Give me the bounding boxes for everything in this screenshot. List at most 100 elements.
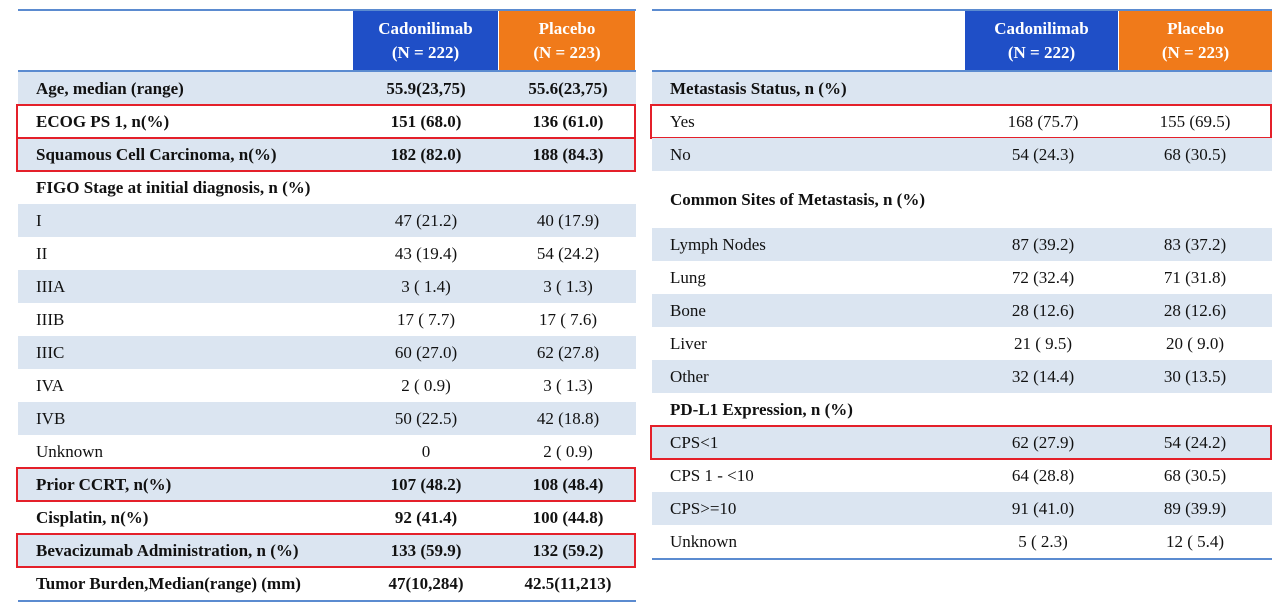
table-row: Liver 21 ( 9.5) 20 ( 9.0) — [652, 327, 1272, 360]
table-row: Unknown 5 ( 2.3) 12 ( 5.4) — [652, 525, 1272, 558]
row-label: No — [670, 144, 691, 164]
baseline-table-right: Cadonilimab (N = 222) Placebo (N = 223) Meta… — [650, 9, 1272, 560]
table-row: PD-L1 Expression, n (%) — [652, 393, 1272, 426]
row-label: II — [36, 243, 48, 263]
cadonilimab-value: 43 (19.4) — [394, 243, 458, 263]
row-label: CPS<1 — [670, 432, 719, 452]
placebo-value: 100 (44.8) — [532, 507, 604, 527]
table-row: Age, median (range) 55.9(23,75) 55.6(23,75… — [18, 72, 636, 105]
cadonilimab-value: 55.9(23,75) — [386, 78, 466, 98]
placebo-value: 188 (84.3) — [532, 144, 604, 164]
cadonilimab-value: 133 (59.9) — [390, 540, 462, 560]
table-row: CPS>=10 91 (41.0) 89 (39.9) — [652, 492, 1272, 525]
cadonilimab-column-header: Cadonilimab (N = 222) — [353, 11, 498, 70]
cadonilimab-value: 87 (39.2) — [1011, 234, 1075, 254]
arm-count: (N = 222) — [1007, 42, 1076, 62]
placebo-value: 17 ( 7.6) — [538, 309, 598, 329]
placebo-value: 136 (61.0) — [532, 111, 604, 131]
row-label: IIIA — [36, 276, 66, 296]
table-row: Tumor Burden,Median(range) (mm) 47(10,284… — [18, 567, 636, 600]
placebo-value: 132 (59.2) — [532, 540, 604, 560]
placebo-value: 42.5(11,213) — [524, 573, 612, 593]
table-row: Unknown 0 2 ( 0.9) — [18, 435, 636, 468]
cadonilimab-value: 2 ( 0.9) — [401, 375, 451, 395]
header-rule — [652, 70, 1272, 72]
table-row: IIIB 17 ( 7.7) 17 ( 7.6) — [18, 303, 636, 336]
cadonilimab-value: 47 (21.2) — [394, 210, 458, 230]
table-top-rule — [652, 9, 1272, 11]
placebo-value: 54 (24.2) — [536, 243, 600, 263]
placebo-value: 83 (37.2) — [1163, 234, 1227, 254]
cadonilimab-value: 60 (27.0) — [394, 342, 458, 362]
cadonilimab-value: 168 (75.7) — [1007, 111, 1079, 131]
cadonilimab-value: 72 (32.4) — [1011, 267, 1075, 287]
placebo-column-header: Placebo (N = 223) — [1119, 11, 1272, 70]
placebo-value: 54 (24.2) — [1163, 432, 1227, 452]
table-top-rule — [18, 9, 636, 11]
header-rule — [18, 70, 636, 72]
placebo-value: 3 ( 1.3) — [543, 276, 593, 296]
table-row: Bevacizumab Administration, n (%) 133 (59… — [18, 534, 636, 567]
table-body: Metastasis Status, n (%) Yes 168 (75.7) 155… — [650, 72, 1272, 558]
placebo-value: 3 ( 1.3) — [543, 375, 593, 395]
table-header: Cadonilimab (N = 222) Placebo (N = 223) — [18, 11, 636, 70]
cadonilimab-value: 62 (27.9) — [1011, 432, 1075, 452]
arm-name: Placebo — [1167, 18, 1224, 38]
cadonilimab-value: 17 ( 7.7) — [396, 309, 456, 329]
table-header: Cadonilimab (N = 222) Placebo (N = 223) — [652, 11, 1272, 70]
cadonilimab-value: 47(10,284) — [388, 573, 464, 593]
row-label: Unknown — [670, 531, 738, 551]
placebo-value: 68 (30.5) — [1163, 144, 1227, 164]
cadonilimab-value: 107 (48.2) — [390, 474, 462, 494]
table-row: Cisplatin, n(%) 92 (41.4) 100 (44.8) — [18, 501, 636, 534]
row-label: Squamous Cell Carcinoma, n(%) — [36, 144, 277, 164]
cadonilimab-value: 50 (22.5) — [394, 408, 458, 428]
row-label: Lymph Nodes — [670, 234, 766, 254]
cadonilimab-value: 182 (82.0) — [390, 144, 462, 164]
row-label: Bevacizumab Administration, n (%) — [36, 540, 299, 560]
table-row: Lymph Nodes 87 (39.2) 83 (37.2) — [652, 228, 1272, 261]
cadonilimab-value: 64 (28.8) — [1011, 465, 1075, 485]
table-row: Bone 28 (12.6) 28 (12.6) — [652, 294, 1272, 327]
row-label: IVB — [36, 408, 66, 428]
table-row: CPS 1 - <10 64 (28.8) 68 (30.5) — [652, 459, 1272, 492]
row-label: Lung — [670, 267, 706, 287]
arm-count: (N = 223) — [1161, 42, 1230, 62]
cadonilimab-value: 92 (41.4) — [394, 507, 458, 527]
arm-count: (N = 223) — [533, 42, 601, 62]
row-label: Liver — [670, 333, 707, 353]
cadonilimab-value: 21 ( 9.5) — [1013, 333, 1073, 353]
table-row: IIIC 60 (27.0) 62 (27.8) — [18, 336, 636, 369]
cadonilimab-column-header: Cadonilimab (N = 222) — [965, 11, 1118, 70]
table-row: I 47 (21.2) 40 (17.9) — [18, 204, 636, 237]
row-label: Metastasis Status, n (%) — [670, 78, 847, 98]
arm-name: Cadonilimab — [994, 18, 1089, 38]
placebo-column-header: Placebo (N = 223) — [499, 11, 635, 70]
table-row: Prior CCRT, n(%) 107 (48.2) 108 (48.4) — [18, 468, 636, 501]
placebo-value: 62 (27.8) — [536, 342, 600, 362]
cadonilimab-value: 91 (41.0) — [1011, 498, 1075, 518]
table-row: IVB 50 (22.5) 42 (18.8) — [18, 402, 636, 435]
row-label: PD-L1 Expression, n (%) — [670, 399, 853, 419]
placebo-value: 20 ( 9.0) — [1165, 333, 1225, 353]
cadonilimab-value: 28 (12.6) — [1011, 300, 1075, 320]
row-label: IIIC — [36, 342, 65, 362]
row-label: ECOG PS 1, n(%) — [36, 111, 170, 131]
cadonilimab-value: 0 — [421, 441, 431, 461]
placebo-value: 28 (12.6) — [1163, 300, 1227, 320]
table-row: FIGO Stage at initial diagnosis, n (%) — [18, 171, 636, 204]
arm-count: (N = 222) — [391, 42, 460, 62]
table-row: II 43 (19.4) 54 (24.2) — [18, 237, 636, 270]
table-row: CPS<1 62 (27.9) 54 (24.2) — [652, 426, 1272, 459]
row-label: Cisplatin, n(%) — [36, 507, 149, 527]
placebo-value: 42 (18.8) — [536, 408, 600, 428]
cadonilimab-value: 151 (68.0) — [390, 111, 462, 131]
cadonilimab-value: 5 ( 2.3) — [1018, 531, 1068, 551]
placebo-value: 155 (69.5) — [1159, 111, 1231, 131]
table-row: ECOG PS 1, n(%) 151 (68.0) 136 (61.0) — [18, 105, 636, 138]
row-label: Tumor Burden,Median(range) (mm) — [36, 573, 301, 593]
table-row: No 54 (24.3) 68 (30.5) — [652, 138, 1272, 171]
row-label: Unknown — [36, 441, 104, 461]
table-row: Lung 72 (32.4) 71 (31.8) — [652, 261, 1272, 294]
table-row: Squamous Cell Carcinoma, n(%) 182 (82.0) 1… — [18, 138, 636, 171]
